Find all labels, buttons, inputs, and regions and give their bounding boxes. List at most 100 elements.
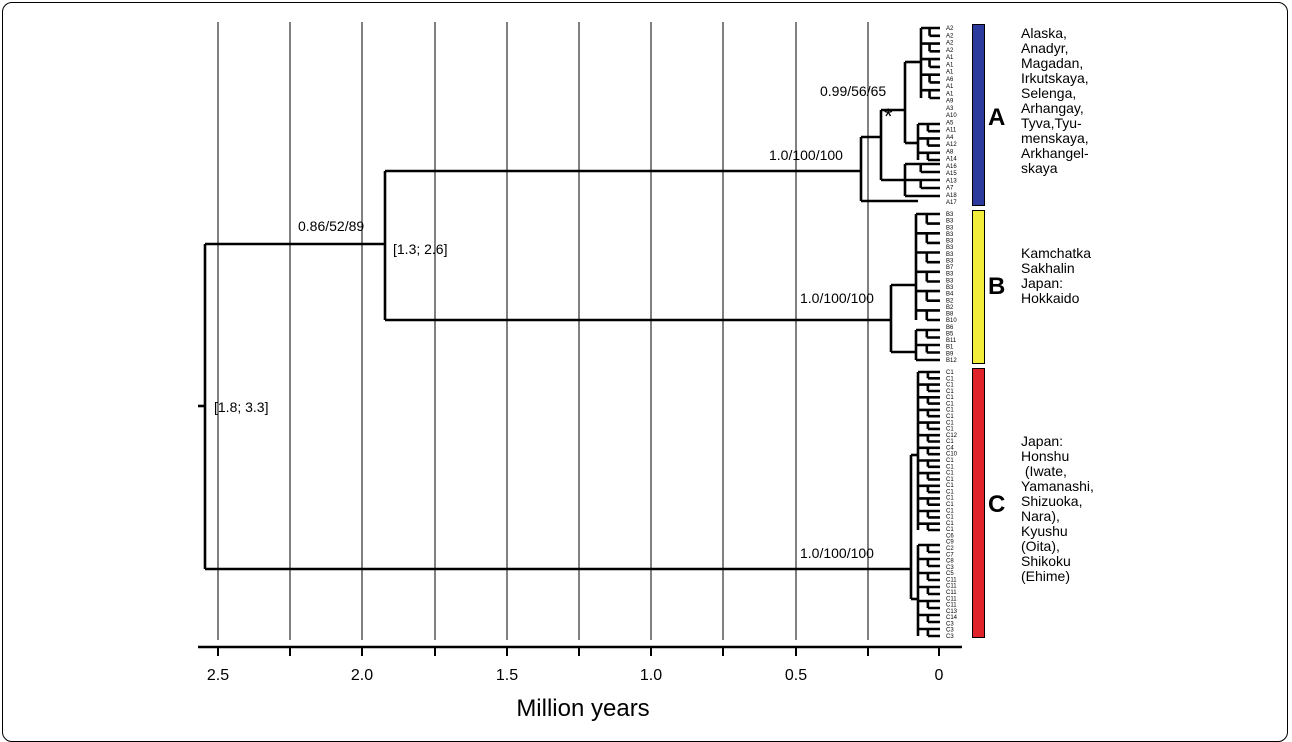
tip-label: C1 xyxy=(946,464,954,470)
tree-branch xyxy=(916,370,940,532)
tip-label: A4 xyxy=(946,135,954,141)
ab-node-interval: [1.3; 2.6] xyxy=(393,241,447,257)
tip-label: B6 xyxy=(946,325,954,331)
region-line: Hokkaido xyxy=(1021,290,1080,306)
tip-label: B3 xyxy=(946,245,954,251)
tip-label: C11 xyxy=(946,603,957,609)
tip-label: B3 xyxy=(946,239,954,245)
region-line: Japan: xyxy=(1021,433,1064,449)
region-line: (Ehime) xyxy=(1021,568,1071,584)
tip-label: A5 xyxy=(946,120,954,126)
tip-label: B3 xyxy=(946,252,954,258)
tip-label: C1 xyxy=(946,483,954,489)
tip-label: C1 xyxy=(946,471,954,477)
region-line: Irkutskaya, xyxy=(1021,70,1089,86)
tree-branch xyxy=(919,26,940,100)
tip-label: C1 xyxy=(946,401,954,407)
tip-label: A1 xyxy=(946,55,954,61)
tip-label: B5 xyxy=(946,332,954,338)
tip-label: A7 xyxy=(946,186,954,192)
tip-label: B3 xyxy=(946,278,954,284)
region-line: Nara), xyxy=(1021,508,1060,524)
tip-label: C1 xyxy=(946,408,954,414)
clade-a-color-bar xyxy=(972,24,985,206)
axis-tick-label: 2.5 xyxy=(207,667,229,684)
tip-label: B11 xyxy=(946,338,957,344)
tip-label: C7 xyxy=(946,552,954,558)
tip-label: A11 xyxy=(946,128,957,134)
tip-label: A8 xyxy=(946,149,954,155)
tip-label: C10 xyxy=(946,452,958,458)
tip-label: A2 xyxy=(946,41,954,47)
tree-branch xyxy=(903,162,940,198)
axis-tick-label: 0 xyxy=(935,667,944,684)
region-line: Tyva,Tyu- xyxy=(1021,115,1082,131)
tip-label: C14 xyxy=(946,615,958,621)
tip-label: C1 xyxy=(946,414,954,420)
tip-label: A2 xyxy=(946,26,954,32)
tip-label: C11 xyxy=(946,577,957,583)
region-line: skaya xyxy=(1021,160,1058,176)
tip-label: B2 xyxy=(946,298,954,304)
root-node-interval: [1.8; 3.3] xyxy=(214,399,268,415)
tree-branches xyxy=(198,26,940,638)
axis-title: Million years xyxy=(516,695,649,722)
clade-c-color-bar xyxy=(972,368,985,638)
tip-label: C5 xyxy=(946,571,954,577)
tree-branch xyxy=(916,543,940,638)
region-line: Shikoku xyxy=(1021,553,1071,569)
tip-label: C1 xyxy=(946,420,954,426)
tip-label: A6 xyxy=(946,77,954,83)
tip-label: C2 xyxy=(946,546,954,552)
tip-label: B1 xyxy=(946,345,954,351)
tip-label: C3 xyxy=(946,565,954,571)
tip-label: A3 xyxy=(946,106,954,112)
tree-branch xyxy=(914,212,940,322)
tip-label: B3 xyxy=(946,259,954,265)
phylogenetic-tree: A2A2A2A2A1A1A1A6A1A1A9A3A10A5A11A4A12A8A… xyxy=(198,22,962,722)
tip-label: B12 xyxy=(946,358,957,364)
axis-tick-label: 2.0 xyxy=(351,667,373,684)
tip-label: C1 xyxy=(946,458,954,464)
tip-label: A9 xyxy=(946,99,954,105)
tip-label: B3 xyxy=(946,225,954,231)
axis-tick-label: 0.5 xyxy=(785,667,807,684)
tip-label: C11 xyxy=(946,584,957,590)
tip-label: B3 xyxy=(946,219,954,225)
tip-label: C3 xyxy=(946,634,954,640)
tip-label: B3 xyxy=(946,272,954,278)
time-gridlines xyxy=(217,22,869,640)
tip-label: B3 xyxy=(946,285,954,291)
tip-label: C1 xyxy=(946,477,954,483)
region-line: Kamchatka xyxy=(1021,245,1092,261)
region-line: Shizuoka, xyxy=(1021,493,1083,509)
tip-label: C11 xyxy=(946,596,957,602)
region-line: Arhangay, xyxy=(1021,100,1084,116)
tip-label: C1 xyxy=(946,376,954,382)
clade-b-support: 1.0/100/100 xyxy=(800,290,874,306)
ab-node-support: 0.86/52/89 xyxy=(298,218,364,234)
axis-tick-label: 1.5 xyxy=(496,667,518,684)
tip-label: B10 xyxy=(946,318,957,324)
clade-a-inner-marker: * xyxy=(884,104,893,129)
tip-label: C1 xyxy=(946,383,954,389)
tip-label: A12 xyxy=(946,142,957,148)
region-line: Honshu xyxy=(1021,448,1070,464)
tip-labels: A2A2A2A2A1A1A1A6A1A1A9A3A10A5A11A4A12A8A… xyxy=(946,26,958,640)
tip-label: C1 xyxy=(946,521,954,527)
tip-label: C1 xyxy=(946,389,954,395)
region-line: Alaska, xyxy=(1021,25,1067,41)
tip-label: C1 xyxy=(946,502,954,508)
tip-label: B7 xyxy=(946,265,954,271)
tip-label: C6 xyxy=(946,533,954,539)
tip-label: C13 xyxy=(946,609,958,615)
clade-b-regions: Kamchatka Sakhalin Japan: Hokkaido xyxy=(1021,246,1091,306)
tip-label: C1 xyxy=(946,427,954,433)
tip-label: A13 xyxy=(946,178,957,184)
tip-label: B3 xyxy=(946,212,954,218)
tip-label: B9 xyxy=(946,351,954,357)
clade-b-letter: B xyxy=(988,273,1006,300)
tip-label: C1 xyxy=(946,370,954,376)
tip-label: A10 xyxy=(946,113,957,119)
tip-label: B3 xyxy=(946,232,954,238)
